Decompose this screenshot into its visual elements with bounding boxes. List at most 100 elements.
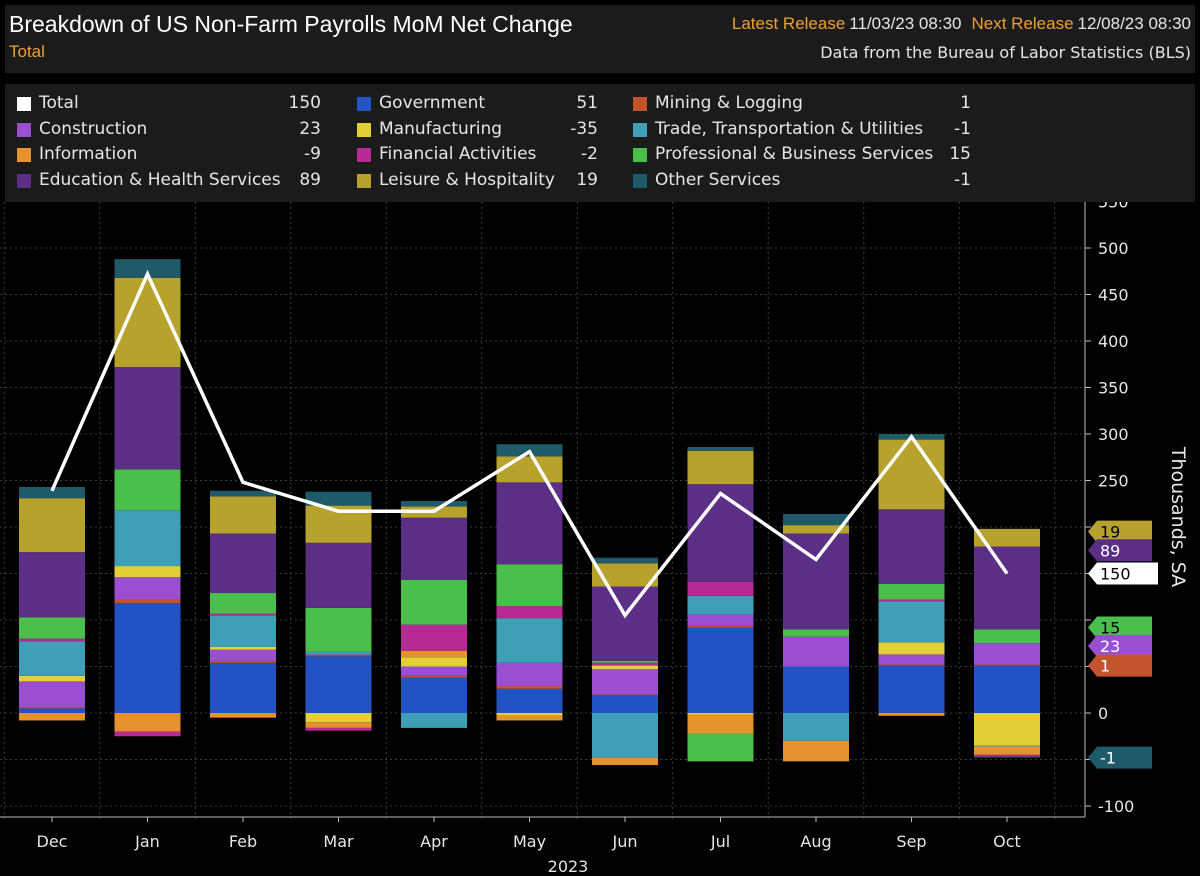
y-tick-label: 400 [1098,332,1129,351]
total-point [720,493,721,495]
bar-segment [305,727,372,731]
bar-segment [210,615,276,647]
bar-segment [305,655,372,657]
chart-bars [19,259,1040,766]
bar-segment [974,745,1040,747]
bar-segment [496,564,563,607]
value-label-tag [1088,520,1152,543]
value-label-text: 89 [1100,541,1120,560]
bar-segment [210,490,276,497]
bar-segment [401,517,467,581]
x-tick-label: Oct [993,832,1021,851]
bar-segment [592,586,658,661]
bar-segment [783,525,849,534]
bar-segment [114,259,181,278]
bar-segment [114,510,181,567]
legend-swatch [17,97,31,111]
legend-value: -9 [304,144,321,164]
legend-item: Information -9 [17,144,321,166]
bar-segment [19,708,85,713]
legend-label: Other Services [655,169,781,190]
legend-swatch [633,173,647,188]
legend-value: 23 [299,118,321,139]
bar-segment [496,686,563,689]
value-label-text: 15 [1100,618,1120,637]
legend-label: Construction [39,118,148,139]
legend-swatch [633,148,647,162]
bar-segment [878,583,945,600]
x-tick-label: Dec [37,832,68,851]
y-tick-label: 550 [1098,202,1129,212]
legend-label: Total [39,93,79,113]
y-tick-label: -100 [1098,797,1134,816]
bar-segment [783,740,849,762]
legend-swatch [633,122,647,137]
bar-segment [878,509,945,584]
legend-swatch [357,97,371,111]
bar-segment [19,707,85,709]
legend-value: -1 [954,169,971,190]
bar-segment [210,662,276,713]
x-tick-label: Mar [323,832,354,851]
total-point [338,510,339,512]
bar-segment [19,675,85,682]
bar-segment [687,581,754,596]
release-info: Latest Release 11/03/23 08:30 Next Release… [732,14,1191,34]
bar-segment [19,552,85,618]
bar-segment [210,533,276,594]
x-tick-label: Aug [800,832,831,851]
bar-segment [401,675,467,678]
bar-segment [496,662,563,687]
bar-segment [114,577,181,600]
bar-segment [687,627,754,713]
bar-segment [974,713,1040,746]
bar-segment [974,546,1040,630]
bar-segment [974,754,1040,757]
bar-segment [305,713,372,723]
bar-segment [210,496,276,534]
bar-segment [592,665,658,670]
bar-segment [783,629,849,637]
chart-header: Breakdown of US Non-Farm Payrolls MoM Ne… [5,5,1195,73]
legend-label: Government [379,93,486,113]
legend-label: Leisure & Hospitality [379,169,555,190]
bar-segment [114,599,181,604]
bar-segment [305,656,372,713]
bar-segment [305,491,372,506]
legend-item: Mining & Logging 1 [633,93,971,115]
bar-segment [210,646,276,650]
value-label-text: 1 [1100,657,1110,676]
legend-value: 89 [299,169,321,190]
bar-segment [401,677,467,713]
bar-segment [974,746,1040,755]
legend-swatch [17,122,31,137]
bar-segment [783,666,849,713]
bar-segment [19,498,85,553]
legend-swatch [357,173,371,188]
bar-segment [783,513,849,526]
legend-value: 19 [576,169,598,190]
y-tick-label: 450 [1098,286,1129,305]
y-tick-label: 300 [1098,425,1129,444]
bar-segment [878,642,945,655]
y-tick-label: 350 [1098,379,1129,398]
bar-segment [401,666,467,676]
chart-gridlines [0,202,1085,820]
bar-segment [305,722,372,728]
bar-segment [878,664,945,666]
bar-segment [496,482,563,565]
bar-segment [114,713,181,732]
x-tick-label: Jul [710,832,730,851]
bar-segment [878,665,945,713]
value-label-text: 150 [1100,565,1131,584]
bar-segment [210,660,276,663]
y-axis: 550 500 450 400 350 300 250 0 -100 Thousands, SA [1084,202,1189,817]
x-tick-label: Sep [896,832,926,851]
bar-segment [401,580,467,625]
bar-segment [401,657,467,667]
latest-release-value: 11/03/23 08:30 [849,14,962,33]
legend-item: Other Services -1 [633,170,971,192]
bar-segment [687,614,754,626]
legend-item: Financial Activities -2 [357,144,598,166]
